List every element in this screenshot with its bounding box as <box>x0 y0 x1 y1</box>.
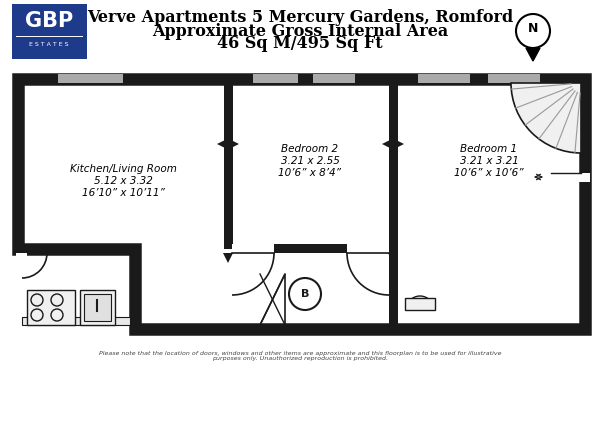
Polygon shape <box>526 48 540 61</box>
Polygon shape <box>229 139 239 149</box>
Text: B: B <box>301 289 309 299</box>
Text: 10’6” x 8’4”: 10’6” x 8’4” <box>278 168 341 178</box>
Bar <box>389 79 398 329</box>
Text: 16’10” x 10’11”: 16’10” x 10’11” <box>82 188 164 198</box>
Bar <box>22 317 130 325</box>
Bar <box>58 74 123 83</box>
Text: Kitchen/Living Room: Kitchen/Living Room <box>70 164 176 174</box>
Bar <box>313 74 355 83</box>
Bar <box>19 80 584 328</box>
Bar <box>84 294 111 321</box>
Wedge shape <box>406 296 434 310</box>
Bar <box>418 74 470 83</box>
Text: Verve Apartments 5 Mercury Gardens, Romford: Verve Apartments 5 Mercury Gardens, Romf… <box>87 9 513 26</box>
Bar <box>405 298 435 310</box>
Polygon shape <box>223 253 233 263</box>
Text: 46 Sq M/495 Sq Ft: 46 Sq M/495 Sq Ft <box>217 36 383 53</box>
Wedge shape <box>511 83 581 153</box>
Text: 10’6” x 10’6”: 10’6” x 10’6” <box>454 168 524 178</box>
Text: Bedroom 1: Bedroom 1 <box>460 144 518 154</box>
Bar <box>232 244 274 295</box>
Polygon shape <box>388 83 398 93</box>
Text: N: N <box>528 22 538 36</box>
Text: 5.12 x 3.32: 5.12 x 3.32 <box>94 176 152 186</box>
Text: 3.21 x 3.21: 3.21 x 3.21 <box>460 156 518 166</box>
Polygon shape <box>388 253 398 263</box>
Bar <box>551 173 590 182</box>
Polygon shape <box>223 83 233 93</box>
Bar <box>232 244 388 253</box>
Text: GBP: GBP <box>25 11 73 31</box>
Text: Please note that the location of doors, windows and other items are approximate : Please note that the location of doors, … <box>99 351 501 361</box>
Polygon shape <box>217 139 227 149</box>
Text: 3.21 x 2.55: 3.21 x 2.55 <box>281 156 340 166</box>
Bar <box>224 79 233 249</box>
Polygon shape <box>382 139 392 149</box>
Polygon shape <box>22 83 581 325</box>
Bar <box>16 253 27 278</box>
Polygon shape <box>394 139 404 149</box>
Bar <box>253 74 298 83</box>
Bar <box>27 290 75 325</box>
Bar <box>12 4 87 59</box>
Text: Approximate Gross Internal Area: Approximate Gross Internal Area <box>152 22 448 39</box>
Bar <box>488 74 540 83</box>
Bar <box>347 244 389 295</box>
Text: Bedroom 2: Bedroom 2 <box>281 144 338 154</box>
Bar <box>80 290 115 325</box>
Text: E S T A T E S: E S T A T E S <box>29 42 69 47</box>
